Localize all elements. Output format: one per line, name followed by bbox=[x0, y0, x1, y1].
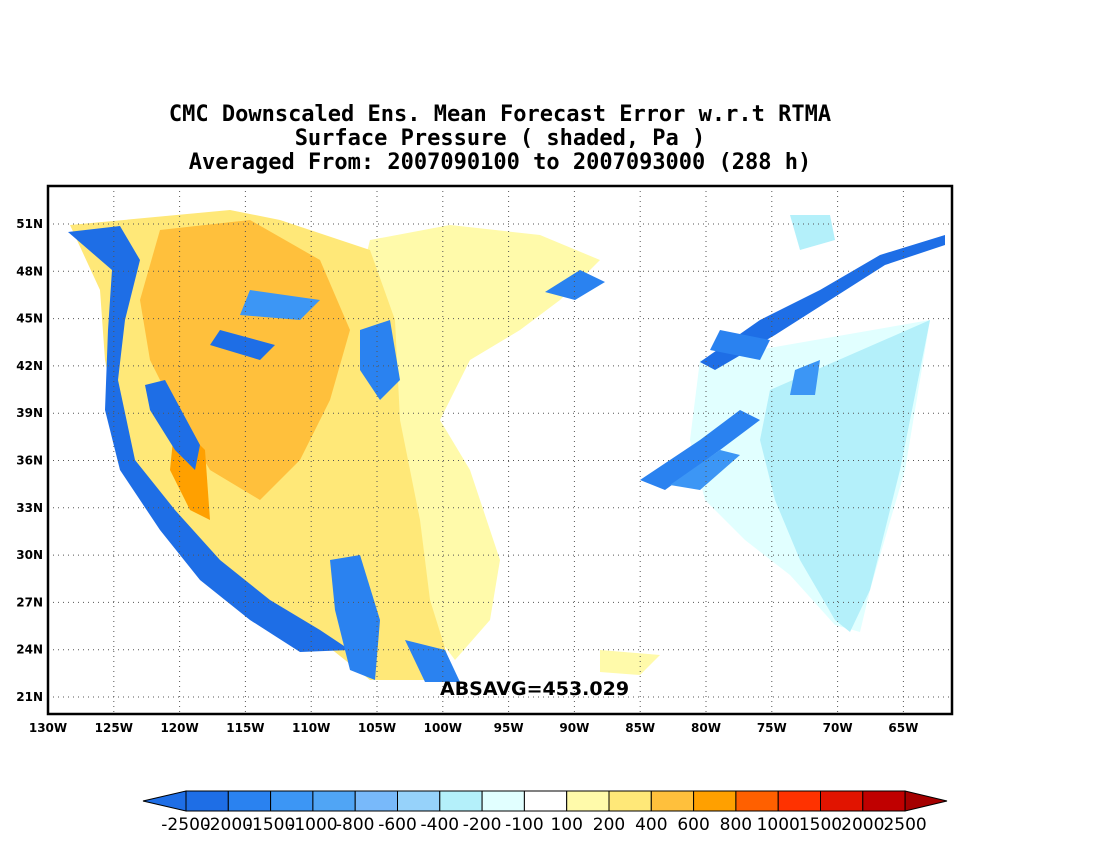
lon-tick-label: 70W bbox=[823, 721, 853, 735]
lat-tick-label: 21N bbox=[16, 690, 43, 704]
colorbar-swatch bbox=[354, 790, 399, 812]
lon-tick-label: 100W bbox=[424, 721, 462, 735]
colorbar-label: -1500 bbox=[246, 815, 295, 835]
colorbar-label: 1000 bbox=[757, 815, 800, 835]
map-frame bbox=[46, 184, 954, 716]
colorbar-swatch bbox=[777, 790, 822, 812]
colorbar-label: 600 bbox=[677, 815, 709, 835]
lon-tick-label: 115W bbox=[226, 721, 264, 735]
colorbar-swatch bbox=[481, 790, 525, 812]
colorbar-swatch bbox=[608, 790, 652, 812]
colorbar-label: 400 bbox=[635, 815, 667, 835]
colorbar-swatch bbox=[397, 790, 441, 812]
colorbar-labels: -2500-2000-1500-1000-800 -600 -400 -200 -100… bbox=[161, 815, 926, 835]
lat-tick-label: 24N bbox=[16, 643, 43, 657]
title-line-1: CMC Downscaled Ens. Mean Forecast Error … bbox=[168, 102, 832, 127]
grid-lines bbox=[48, 186, 952, 714]
colorbar-swatch bbox=[862, 790, 906, 812]
colorbar-swatch bbox=[270, 790, 314, 812]
colorbar-label: -2000 bbox=[204, 815, 253, 835]
lat-tick-label: 36N bbox=[16, 454, 43, 468]
shaded-field bbox=[68, 210, 945, 682]
lon-tick-label: 130W bbox=[29, 721, 67, 735]
colorbar-label: 2000 bbox=[841, 815, 884, 835]
lat-tick-label: 33N bbox=[16, 501, 43, 515]
title-line-3: Averaged From: 2007090100 to 2007093000 … bbox=[188, 150, 812, 175]
colorbar-label: 1500 bbox=[799, 815, 842, 835]
lon-tick-label: 80W bbox=[691, 721, 721, 735]
lon-tick-label: 75W bbox=[757, 721, 787, 735]
lon-tick-label: 85W bbox=[625, 721, 655, 735]
lat-tick-label: 51N bbox=[16, 217, 43, 231]
colorbar-swatch bbox=[693, 790, 737, 812]
colorbar-label: -1000 bbox=[288, 815, 337, 835]
lon-tick-label: 90W bbox=[559, 721, 589, 735]
colorbar-swatch bbox=[185, 790, 229, 812]
colorbar-label: -100 bbox=[505, 815, 544, 835]
colorbar-swatch bbox=[227, 790, 272, 812]
colorbar-swatch bbox=[650, 790, 695, 812]
colorbar-swatch bbox=[523, 790, 568, 812]
colorbar-label: 800 bbox=[720, 815, 752, 835]
longitude-labels: 130W 125W 120W 115W 110W 105W 100W 95W 90W 85W 80W… bbox=[29, 721, 919, 735]
colorbar-swatch bbox=[820, 790, 864, 812]
colorbar-label: -800 bbox=[336, 815, 375, 835]
colorbar-label: 100 bbox=[550, 815, 582, 835]
lat-tick-label: 39N bbox=[16, 406, 43, 420]
colorbar-arrow-left bbox=[142, 790, 187, 812]
title-line-2: Surface Pressure ( shaded, Pa ) bbox=[294, 126, 706, 151]
lat-tick-label: 30N bbox=[16, 548, 43, 562]
latitude-labels: 51N 48N 45N 42N 39N 36N 33N 30N 27N 24N 21N bbox=[16, 217, 43, 704]
colorbar-label: -200 bbox=[463, 815, 502, 835]
colorbar-swatch bbox=[312, 790, 356, 812]
colorbar bbox=[142, 790, 948, 812]
lon-tick-label: 110W bbox=[292, 721, 330, 735]
colorbar-label: 2500 bbox=[883, 815, 926, 835]
colorbar-arrow-right bbox=[904, 790, 948, 812]
lat-tick-label: 42N bbox=[16, 359, 43, 373]
lon-tick-label: 65W bbox=[888, 721, 918, 735]
absavg-label: ABSAVG=453.029 bbox=[440, 678, 629, 700]
lon-tick-label: 125W bbox=[95, 721, 133, 735]
lon-tick-label: 120W bbox=[160, 721, 198, 735]
colorbar-swatch bbox=[735, 790, 779, 812]
colorbar-swatch bbox=[439, 790, 483, 812]
lon-tick-label: 95W bbox=[494, 721, 524, 735]
colorbar-label: -600 bbox=[378, 815, 417, 835]
lat-tick-label: 27N bbox=[16, 595, 43, 609]
lat-tick-label: 45N bbox=[16, 312, 43, 326]
colorbar-label: -400 bbox=[421, 815, 460, 835]
lon-tick-label: 105W bbox=[358, 721, 396, 735]
colorbar-label: -2500 bbox=[161, 815, 210, 835]
colorbar-swatch bbox=[566, 790, 610, 812]
lat-tick-label: 48N bbox=[16, 264, 43, 278]
colorbar-label: 200 bbox=[593, 815, 625, 835]
